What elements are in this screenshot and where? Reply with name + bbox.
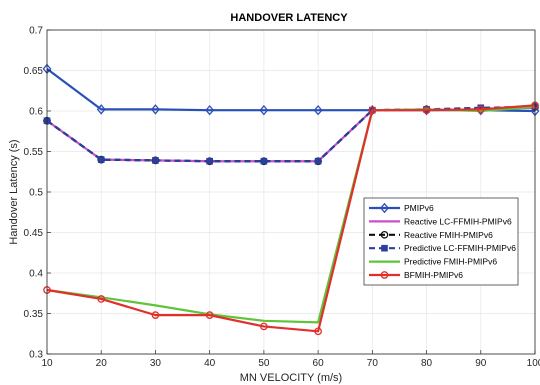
data-point bbox=[96, 104, 106, 115]
chart-title: HANDOVER LATENCY bbox=[230, 12, 348, 24]
legend-box bbox=[363, 197, 519, 286]
data-point bbox=[314, 327, 322, 336]
series-bfmih-pmipv6 bbox=[43, 101, 539, 336]
y-tick-label: 0.7 bbox=[29, 26, 43, 37]
y-tick-label: 0.6 bbox=[29, 107, 43, 118]
legend-label: Predictive FMIH-PMIPv6 bbox=[404, 257, 497, 267]
y-axis-label: Handover Latency (s) bbox=[8, 139, 20, 244]
series-layer bbox=[42, 63, 540, 336]
x-tick-label: 90 bbox=[475, 358, 487, 369]
legend-item: Predictive LC-FFMIH-PMIPv6 bbox=[369, 243, 516, 253]
legend-item: Reactive LC-FFMIH-PMIPv6 bbox=[369, 216, 512, 226]
x-tick-label: 10 bbox=[41, 358, 53, 369]
data-point bbox=[97, 295, 106, 303]
data-point bbox=[152, 157, 159, 164]
legend-marker bbox=[380, 202, 389, 214]
legend-item: Predictive FMIH-PMIPv6 bbox=[369, 257, 497, 267]
legend-item: PMIPv6 bbox=[369, 202, 434, 214]
legend-label: BFMIH-PMIPv6 bbox=[404, 270, 463, 280]
legend: PMIPv6 Reactive LC-FFMIH-PMIPv6 Reactive F… bbox=[363, 197, 519, 286]
y-axis: 0.3 0.35 0.4 0.45 0.5 0.55 0.6 0.65 0.7 bbox=[24, 26, 51, 361]
legend-marker bbox=[381, 244, 388, 252]
series-line-predictive-lc-ffmih-pmipv6 bbox=[46, 105, 536, 163]
legend-marker bbox=[380, 230, 389, 239]
data-point bbox=[368, 106, 377, 115]
y-tick-label: 0.65 bbox=[24, 66, 44, 77]
data-point bbox=[260, 322, 268, 331]
data-point bbox=[259, 104, 269, 116]
x-tick-label: 100 bbox=[527, 358, 540, 369]
data-point bbox=[205, 104, 215, 116]
data-point bbox=[151, 311, 160, 319]
legend-marker bbox=[380, 271, 389, 279]
x-tick-label: 60 bbox=[313, 358, 325, 369]
data-point bbox=[422, 106, 431, 115]
y-tick-label: 0.45 bbox=[24, 228, 44, 239]
data-point bbox=[206, 157, 213, 165]
data-point bbox=[313, 104, 323, 116]
data-point bbox=[97, 156, 105, 163]
data-point bbox=[150, 104, 160, 115]
y-tick-label: 0.4 bbox=[29, 269, 43, 280]
y-tick-label: 0.3 bbox=[29, 350, 43, 361]
x-tick-label: 70 bbox=[367, 358, 379, 369]
x-tick-label: 40 bbox=[204, 358, 216, 369]
x-tick-label: 80 bbox=[421, 358, 433, 369]
x-tick-label: 50 bbox=[258, 358, 270, 369]
x-axis-label: MN VELOCITY (m/s) bbox=[240, 372, 342, 384]
legend-label: Reactive FMIH-PMIPv6 bbox=[404, 230, 493, 240]
data-point bbox=[205, 311, 214, 319]
y-tick-label: 0.5 bbox=[29, 188, 43, 199]
legend-label: Predictive LC-FFMIH-PMIPv6 bbox=[404, 243, 516, 253]
legend-label: Reactive LC-FFMIH-PMIPv6 bbox=[404, 216, 512, 226]
series-line-bfmih-pmipv6 bbox=[46, 104, 536, 333]
legend-item: BFMIH-PMIPv6 bbox=[369, 270, 463, 280]
data-point bbox=[314, 157, 322, 165]
data-point bbox=[476, 105, 485, 114]
y-tick-label: 0.55 bbox=[24, 147, 44, 158]
y-tick-label: 0.35 bbox=[24, 309, 44, 320]
x-tick-label: 20 bbox=[96, 358, 108, 369]
legend-item: Reactive FMIH-PMIPv6 bbox=[369, 230, 493, 240]
data-point bbox=[260, 157, 268, 165]
x-axis: 10 20 30 40 50 60 70 80 90 100 bbox=[41, 350, 540, 369]
legend-label: PMIPv6 bbox=[404, 203, 434, 213]
x-tick-label: 30 bbox=[150, 358, 162, 369]
